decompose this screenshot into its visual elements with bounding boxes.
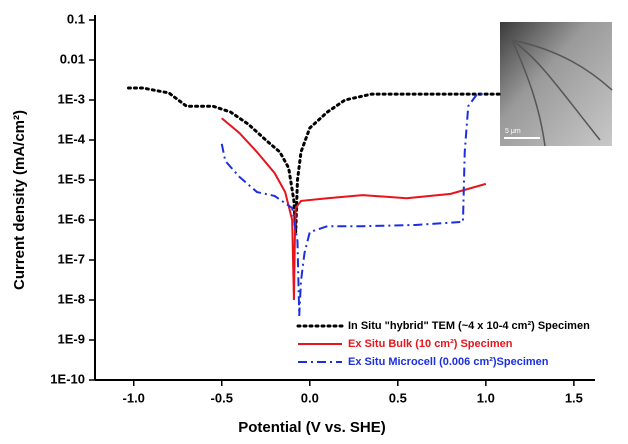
- x-tick-label: -0.5: [211, 390, 233, 405]
- y-tick-label: 1E-4: [58, 131, 86, 146]
- series-line: [126, 86, 502, 233]
- legend-label: Ex Situ Microcell (0.006 cm²)Specimen: [348, 356, 549, 368]
- y-tick-label: 1E-5: [58, 171, 85, 186]
- y-tick-label: 1E-9: [58, 331, 85, 346]
- x-tick-label: -1.0: [123, 390, 145, 405]
- y-tick-label: 1E-10: [50, 371, 85, 386]
- legend-label: Ex Situ Bulk (10 cm²) Specimen: [348, 338, 513, 350]
- legend-label: In Situ "hybrid" TEM (~4 x 10-4 cm²) Spe…: [348, 320, 590, 332]
- series-line: [221, 117, 487, 301]
- y-tick-label: 1E-6: [58, 211, 85, 226]
- y-tick-label: 1E-3: [58, 91, 85, 106]
- scale-label: 5 μm: [505, 128, 521, 135]
- y-tick-label: 1E-7: [58, 251, 85, 266]
- y-tick-label: 1E-8: [58, 291, 85, 306]
- series-line: [220, 93, 486, 316]
- y-tick-label: 0.1: [67, 11, 85, 26]
- inset-image: 5 μm: [500, 22, 613, 147]
- x-tick-label: 1.5: [565, 390, 583, 405]
- y-tick-label: 0.01: [60, 51, 85, 66]
- y-axis-label: Current density (mA/cm²): [11, 110, 28, 290]
- x-tick-label: 0.0: [301, 390, 319, 405]
- tem-feature: [511, 39, 613, 147]
- x-axis-label: Potential (V vs. SHE): [238, 419, 386, 436]
- x-tick-label: 1.0: [477, 390, 495, 405]
- x-tick-label: 0.5: [389, 390, 407, 405]
